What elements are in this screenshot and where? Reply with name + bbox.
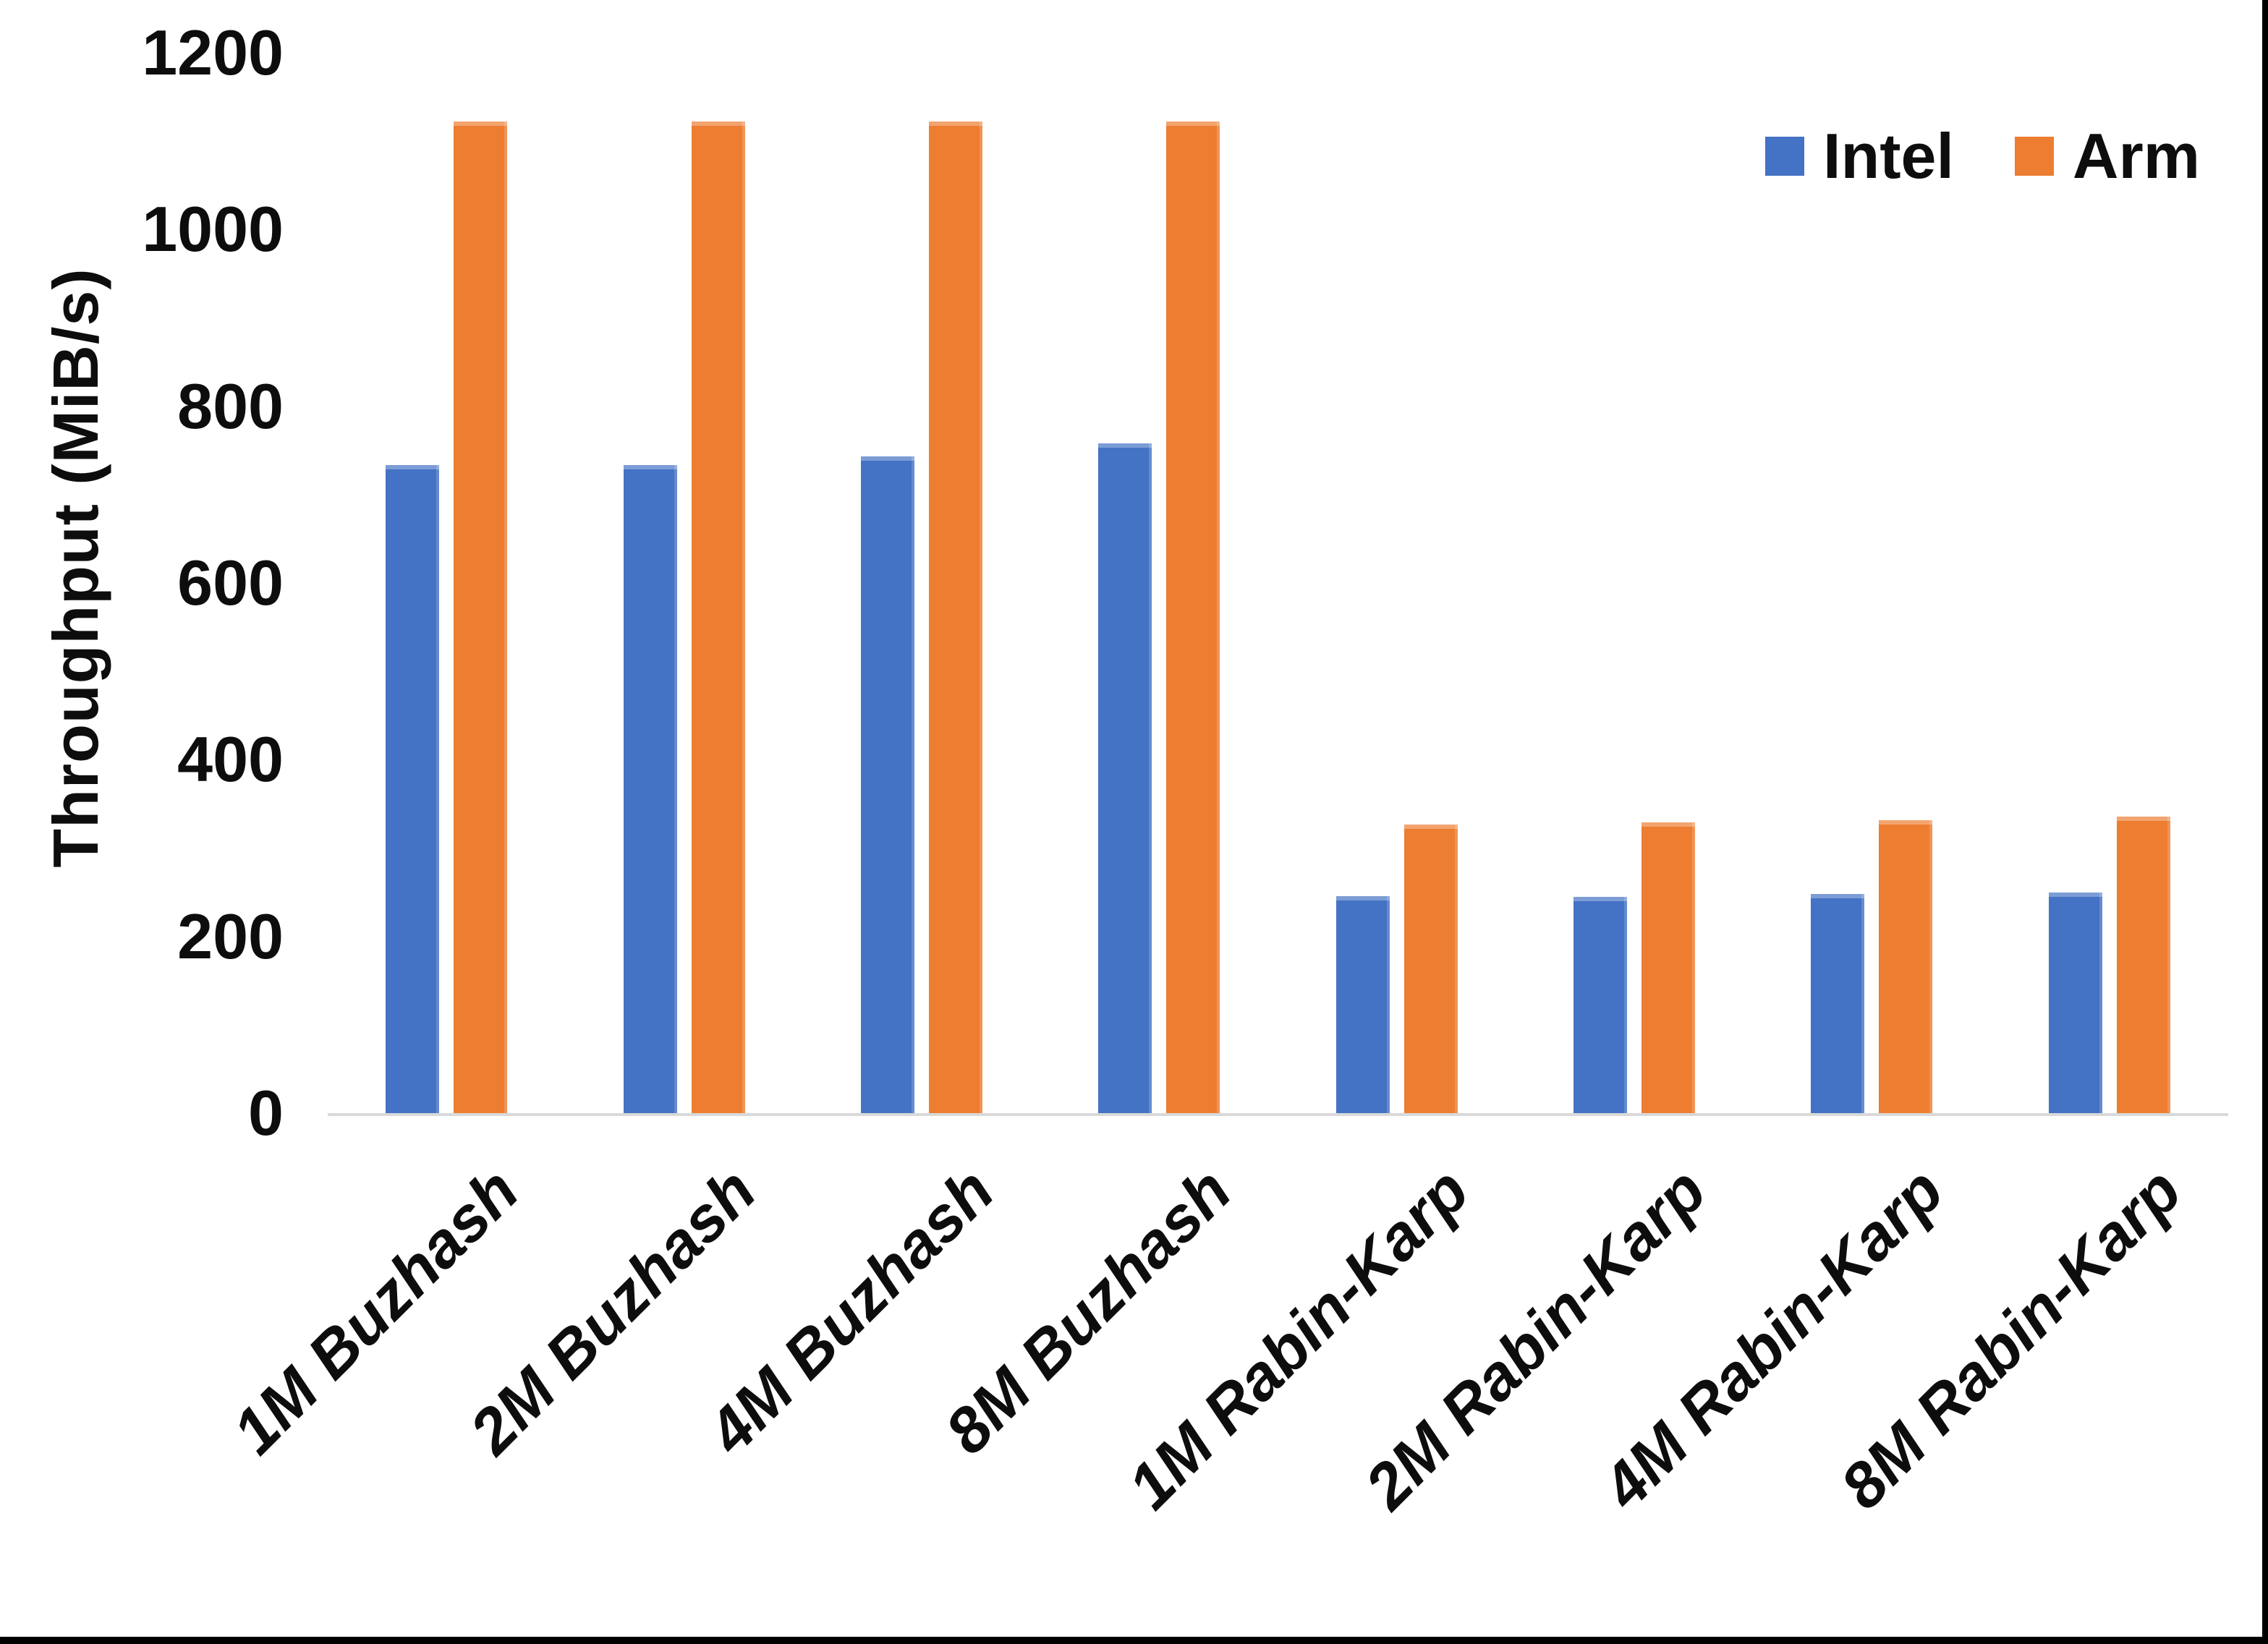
intel-legend-label: Intel [1823,120,1954,192]
y-tick-label-600: 600 [177,546,284,618]
bar-arm-4m-rabin-karp [1879,820,1933,1115]
bar-arm-4m-buzhash [928,121,982,1115]
bar-arm-1m-buzhash [454,121,508,1115]
bar-intel-1m-rabin-karp [1335,896,1390,1115]
bar-arm-2m-buzhash [691,121,745,1115]
legend: Intel Arm [1765,119,2200,193]
x-axis-line [328,1113,2228,1116]
bar-intel-4m-rabin-karp [1811,893,1865,1115]
legend-item-intel: Intel [1765,119,1954,193]
bar-arm-8m-buzhash [1166,121,1220,1115]
y-tick-label-1200: 1200 [142,16,284,88]
bar-intel-1m-buzhash [386,465,440,1115]
y-tick-label-800: 800 [177,370,284,442]
bar-intel-8m-rabin-karp [2048,893,2102,1115]
legend-item-arm: Arm [2014,119,2200,193]
bar-arm-8m-rabin-karp [2116,817,2170,1115]
bar-arm-1m-rabin-karp [1403,825,1458,1115]
y-tick-label-400: 400 [177,723,284,796]
bar-intel-2m-rabin-karp [1573,897,1628,1115]
intel-series-swatch [1765,137,1804,176]
bar-intel-2m-buzhash [623,465,677,1115]
bar-intel-8m-buzhash [1098,443,1152,1115]
arm-series-swatch [2014,137,2054,176]
y-tick-label-200: 200 [177,900,284,972]
bar-intel-4m-buzhash [860,456,914,1115]
bar-arm-2m-rabin-karp [1641,822,1696,1115]
y-tick-label-1000: 1000 [142,193,284,265]
arm-legend-label: Arm [2072,120,2200,192]
y-tick-label-0: 0 [248,1076,284,1149]
